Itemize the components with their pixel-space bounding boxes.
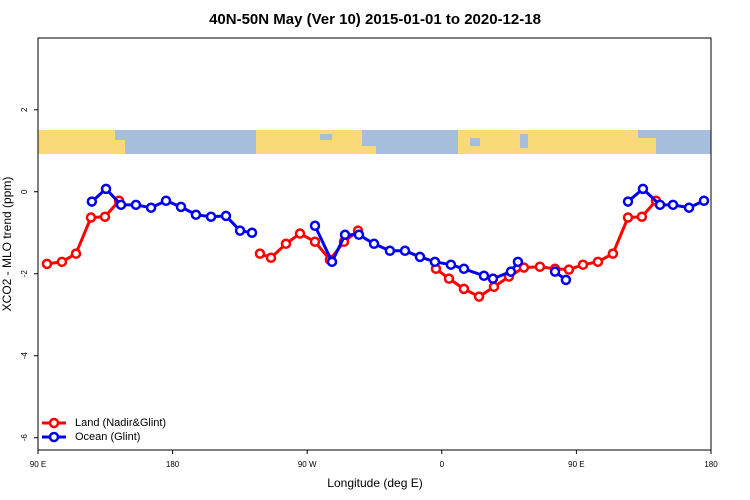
point xyxy=(443,273,455,284)
land xyxy=(638,138,656,154)
point xyxy=(205,211,217,222)
point xyxy=(534,261,546,273)
x-tick-label: 90 W xyxy=(298,460,317,469)
point xyxy=(145,202,157,213)
point xyxy=(654,199,666,211)
y-axis-label: XCO2 - MLO trend (ppm) xyxy=(0,177,14,312)
legend-label: Land (Nadir&Glint) xyxy=(75,417,166,429)
point xyxy=(130,199,142,211)
point xyxy=(160,195,172,207)
legend-marker xyxy=(48,417,60,429)
point xyxy=(220,210,232,222)
x-tick-label: 0 xyxy=(440,460,445,469)
point xyxy=(339,229,351,241)
point xyxy=(309,220,321,232)
point xyxy=(309,236,321,247)
x-axis-label: Longitude (deg E) xyxy=(327,476,422,490)
point xyxy=(458,283,470,295)
legend-marker xyxy=(48,431,60,443)
point xyxy=(622,196,634,207)
lake xyxy=(320,134,332,140)
point xyxy=(458,263,470,275)
point xyxy=(86,196,98,207)
point xyxy=(563,264,575,275)
y-tick-label: -4 xyxy=(20,352,29,360)
point xyxy=(368,238,380,250)
point xyxy=(326,256,338,268)
point xyxy=(560,274,572,286)
land xyxy=(38,130,115,154)
point xyxy=(667,199,679,211)
point xyxy=(234,225,246,236)
point xyxy=(445,259,457,270)
x-tick-label: 90 E xyxy=(30,460,46,469)
y-tick-label: -2 xyxy=(20,270,29,278)
point xyxy=(607,248,619,259)
point xyxy=(100,183,112,195)
x-tick-label: 180 xyxy=(704,460,718,469)
y-tick-label: -6 xyxy=(20,434,29,442)
series-line xyxy=(435,199,658,299)
point xyxy=(254,248,266,259)
point xyxy=(115,199,127,211)
legend-label: Ocean (Glint) xyxy=(75,431,140,443)
point xyxy=(577,259,589,270)
point xyxy=(518,262,530,273)
point xyxy=(190,209,202,220)
point xyxy=(637,183,649,195)
point xyxy=(549,266,561,277)
point xyxy=(478,270,490,282)
point xyxy=(265,252,277,263)
point xyxy=(505,266,517,277)
point xyxy=(698,195,710,207)
point xyxy=(622,212,634,223)
land xyxy=(458,130,638,154)
y-tick-label: 2 xyxy=(20,107,29,112)
land xyxy=(362,146,376,154)
point xyxy=(384,245,396,257)
point xyxy=(353,229,365,241)
point xyxy=(592,256,604,268)
point xyxy=(473,291,485,302)
point xyxy=(85,212,97,223)
point xyxy=(488,281,500,293)
land xyxy=(115,140,125,154)
chart-title: 40N-50N May (Ver 10) 2015-01-01 to 2020-… xyxy=(209,11,541,28)
point xyxy=(429,256,441,268)
point xyxy=(683,202,695,213)
sea xyxy=(470,138,480,146)
point xyxy=(56,256,68,268)
point xyxy=(294,228,306,239)
point xyxy=(70,248,82,259)
map-strip xyxy=(38,130,711,154)
point xyxy=(99,211,111,222)
point xyxy=(414,251,426,263)
point xyxy=(246,227,258,238)
point xyxy=(399,245,411,257)
point xyxy=(636,211,648,222)
point xyxy=(175,201,187,213)
plot-frame xyxy=(37,37,712,451)
land xyxy=(256,130,362,154)
point xyxy=(41,258,53,270)
sea xyxy=(520,134,528,148)
x-tick-label: 180 xyxy=(166,460,180,469)
series-line xyxy=(46,199,121,266)
point xyxy=(487,273,499,284)
series-line xyxy=(90,186,253,235)
y-tick-label: 0 xyxy=(20,189,29,194)
x-tick-label: 90 E xyxy=(568,460,584,469)
point xyxy=(512,256,524,268)
point xyxy=(280,238,292,250)
